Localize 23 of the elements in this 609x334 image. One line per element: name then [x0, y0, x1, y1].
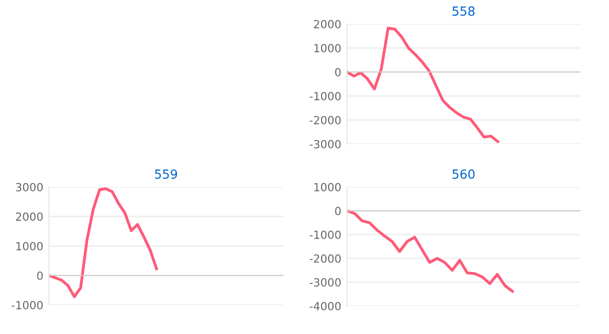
y-tick-label: 0	[37, 271, 43, 280]
line-series	[347, 26, 500, 143]
line-series	[49, 187, 158, 298]
y-tick-label: 1000	[16, 242, 43, 250]
y-tick-label: -1000	[12, 300, 43, 310]
y-tick-label: -3000	[310, 140, 341, 148]
y-tick-label: 2000	[16, 212, 43, 221]
y-tick-label: 3000	[16, 182, 43, 192]
y-tick-label: 1000	[314, 182, 341, 192]
y-tick-label: 0	[335, 68, 341, 76]
chart-title: 560	[452, 169, 475, 179]
y-tick-label: -2000	[310, 116, 341, 124]
chart-title: 559	[155, 169, 178, 179]
y-tick-label: 1000	[314, 44, 341, 52]
y-tick-label: 2000	[314, 20, 341, 28]
y-tick-label: -1000	[310, 92, 341, 100]
chart-title: 558	[452, 6, 475, 16]
line-series	[347, 209, 514, 293]
y-tick-label: -1000	[310, 230, 341, 239]
y-tick-label: 0	[335, 206, 341, 216]
y-tick-label: -3000	[310, 278, 341, 287]
y-tick-label: -2000	[310, 254, 341, 263]
y-tick-label: -4000	[310, 302, 341, 310]
